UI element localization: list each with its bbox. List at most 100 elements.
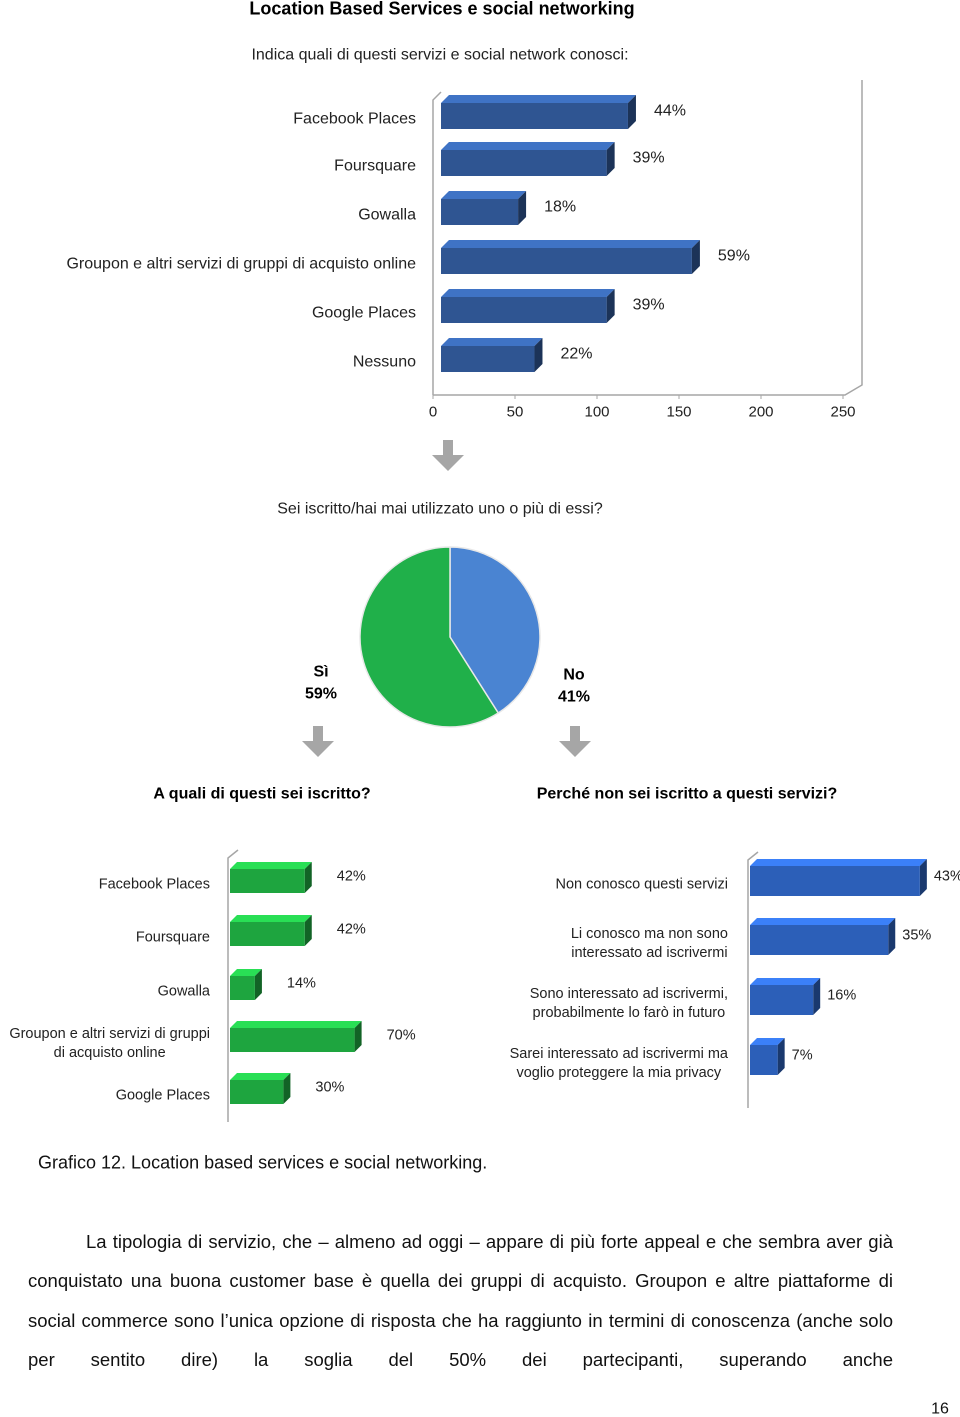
pie-value-label: 41% (557, 688, 591, 706)
bar (230, 1028, 355, 1052)
bar-top (441, 289, 615, 297)
bar-top (230, 915, 312, 922)
data-label: 18% (544, 198, 577, 216)
bar-side (919, 859, 927, 896)
chart-title: Sei iscritto/hai mai utilizzato uno o pi… (277, 500, 603, 518)
bar-top (230, 862, 312, 869)
bar (230, 922, 305, 946)
bar (230, 1080, 284, 1104)
data-label: 39% (632, 296, 665, 314)
bar-top (230, 1073, 291, 1080)
bar-top (750, 918, 896, 925)
data-label: 14% (286, 975, 316, 992)
wall (433, 80, 863, 396)
x-tick-label: 250 (830, 403, 856, 421)
category-label: Foursquare (135, 929, 210, 946)
category-label: Gowalla (157, 983, 210, 1000)
x-tick-label: 100 (584, 403, 610, 421)
bar-side (606, 289, 615, 323)
caption: Grafico 12. Location based services e so… (38, 1152, 488, 1173)
bar-side (627, 95, 636, 129)
pie-label: Sì (313, 663, 329, 681)
bar-top (750, 978, 821, 985)
category-label: Foursquare (334, 157, 416, 175)
bar (750, 1045, 778, 1075)
bar (230, 869, 305, 893)
bar-side (354, 1021, 362, 1052)
category-label: Groupon e altri servizi di gruppi di acq… (66, 255, 416, 273)
bar (441, 248, 692, 274)
down-arrow (559, 726, 591, 757)
category-label: Facebook Places (98, 876, 210, 893)
data-label: 30% (315, 1079, 345, 1096)
data-label: 59% (717, 247, 750, 265)
bar-side (813, 978, 821, 1015)
x-tick-label: 0 (428, 403, 438, 421)
chart-title: A quali di questi sei iscritto? (153, 785, 371, 803)
bar (441, 297, 607, 323)
category-label: Gowalla (358, 206, 416, 224)
category-label: Groupon e altri servizi di gruppi di acq… (9, 1026, 210, 1061)
pie-slice (359, 546, 500, 728)
doc-title: Location Based Services e social network… (249, 0, 635, 19)
bar-top (750, 1038, 785, 1045)
category-label: Li conosco ma non sono interessato ad is… (570, 926, 728, 961)
bar-side (304, 915, 312, 946)
bar-top (230, 1021, 362, 1028)
data-label: 44% (653, 102, 686, 120)
bar-side (254, 969, 262, 1000)
pie-value-label: 59% (304, 685, 338, 703)
data-label: 42% (336, 868, 366, 885)
data-label: 35% (902, 927, 932, 944)
bar-side (606, 142, 615, 176)
bar (750, 985, 814, 1015)
bar-side (283, 1073, 291, 1104)
page-number: 16 (931, 1400, 949, 1417)
bar (230, 976, 255, 1000)
pie-label: No (563, 666, 585, 684)
bar (441, 199, 519, 225)
bar (441, 103, 628, 129)
chart-title: Indica quali di questi servizi e social … (251, 46, 629, 64)
down-arrow (432, 440, 464, 471)
bar-top (441, 142, 615, 150)
data-label: 16% (827, 987, 857, 1004)
category-label: Sarei interessato ad iscrivermi ma vogli… (509, 1046, 728, 1081)
bar (750, 866, 920, 896)
data-label: 70% (386, 1027, 416, 1044)
bar-top (441, 338, 543, 346)
bar (750, 925, 889, 955)
category-label: Google Places (115, 1087, 210, 1104)
bar-side (304, 862, 312, 893)
data-label: 39% (632, 149, 665, 167)
wall (432, 91, 442, 395)
category-label: Google Places (311, 304, 416, 322)
bar-side (888, 918, 896, 955)
x-tick-label: 150 (666, 403, 692, 421)
data-label: 22% (560, 345, 593, 363)
bar-side (691, 240, 700, 274)
wall (747, 851, 759, 1108)
wall (227, 849, 239, 1122)
x-tick-label: 200 (748, 403, 774, 421)
bar-top (230, 969, 262, 976)
bar-top (441, 191, 527, 199)
category-label: Non conosco questi servizi (555, 876, 728, 893)
category-label: Facebook Places (293, 110, 416, 128)
data-label: 42% (336, 921, 366, 938)
data-label: 43% (933, 868, 960, 885)
bar-top (750, 859, 927, 866)
bar (441, 346, 535, 372)
category-label: Nessuno (352, 353, 416, 371)
bar-top (441, 95, 636, 103)
category-label: Sono interessato ad iscrivermi, probabil… (529, 986, 728, 1021)
bar (441, 150, 607, 176)
paragraph: La tipologia di servizio, che – almeno a… (28, 1231, 893, 1370)
bar-side (534, 338, 543, 372)
chart-title: Perché non sei iscritto a questi servizi… (536, 785, 838, 803)
chart-walls (227, 80, 863, 1122)
data-label: 7% (791, 1047, 813, 1064)
down-arrow (302, 726, 334, 757)
